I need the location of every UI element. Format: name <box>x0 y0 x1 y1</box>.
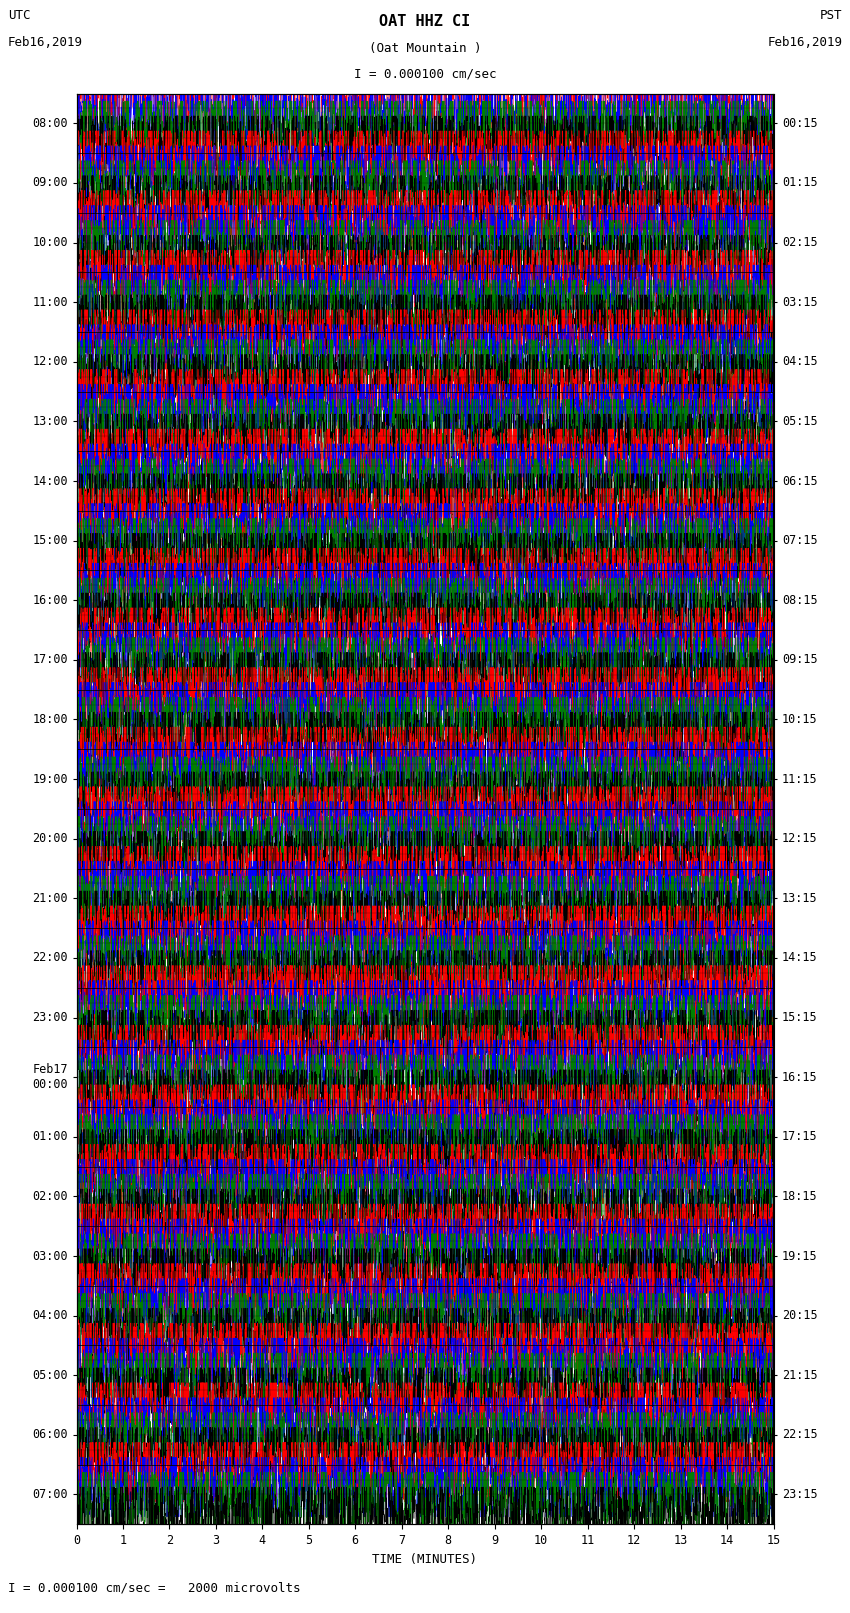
X-axis label: TIME (MINUTES): TIME (MINUTES) <box>372 1553 478 1566</box>
Text: Feb16,2019: Feb16,2019 <box>8 35 82 48</box>
Text: I = 0.000100 cm/sec =   2000 microvolts: I = 0.000100 cm/sec = 2000 microvolts <box>8 1582 301 1595</box>
Text: I = 0.000100 cm/sec: I = 0.000100 cm/sec <box>354 68 496 81</box>
Text: (Oat Mountain ): (Oat Mountain ) <box>369 42 481 55</box>
Text: PST: PST <box>820 10 842 23</box>
Text: UTC: UTC <box>8 10 30 23</box>
Text: Feb16,2019: Feb16,2019 <box>768 35 842 48</box>
Text: OAT HHZ CI: OAT HHZ CI <box>379 15 471 29</box>
